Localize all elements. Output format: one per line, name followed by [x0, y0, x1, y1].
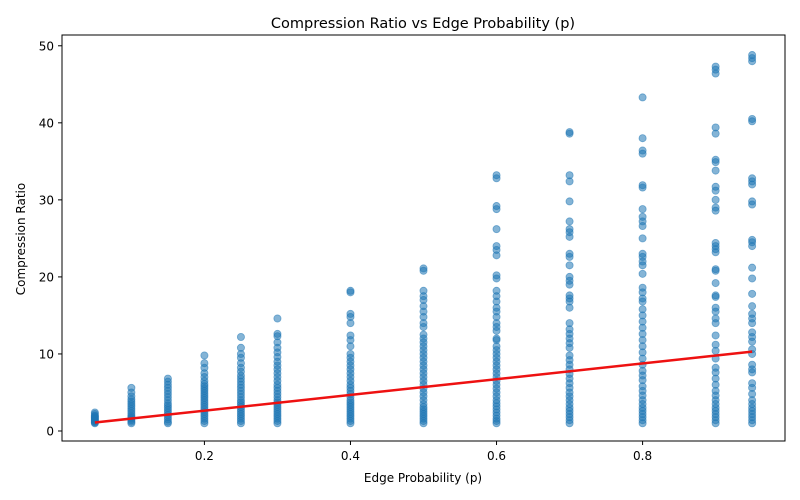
scatter-point [565, 197, 574, 206]
scatter-point [748, 302, 757, 311]
scatter-point [492, 202, 501, 211]
scatter-point [419, 330, 428, 339]
scatter-point [638, 283, 647, 292]
scatter-point [638, 181, 647, 190]
scatter-point [711, 203, 720, 212]
scatter-point [748, 328, 757, 337]
scatter-point [127, 383, 136, 392]
scatter-point [273, 329, 282, 338]
scatter-point [748, 360, 757, 369]
scatter-point [163, 374, 172, 383]
y-tick-label: 50 [39, 39, 54, 53]
scatter-point [748, 174, 757, 183]
scatter-point [90, 408, 99, 417]
scatter-point [346, 331, 355, 340]
trend-line [94, 350, 753, 424]
scatter-point [236, 343, 245, 352]
scatter-point [565, 319, 574, 328]
scatter-point [565, 128, 574, 137]
scatter-point [711, 340, 720, 349]
scatter-point [748, 197, 757, 206]
scatter-point [492, 334, 501, 343]
scatter-point [565, 291, 574, 300]
scatter-point [748, 309, 757, 318]
scatter-point [492, 286, 501, 295]
scatter-point [565, 249, 574, 258]
scatter-point [565, 225, 574, 234]
scatter-point [346, 309, 355, 318]
x-tick-label: 0.2 [195, 449, 214, 463]
x-axis-label: Edge Probability (p) [364, 471, 482, 485]
x-tick-label: 0.6 [487, 449, 506, 463]
scatter-point [419, 286, 428, 295]
scatter-point [711, 166, 720, 175]
scatter-point [492, 225, 501, 234]
scatter-point [748, 289, 757, 298]
scatter-point [711, 331, 720, 340]
trend-line-layer [94, 350, 753, 424]
scatter-point [711, 314, 720, 323]
scatter-point [565, 351, 574, 360]
scatter-point [711, 303, 720, 312]
y-tick-label: 40 [39, 116, 54, 130]
scatter-point [748, 379, 757, 388]
scatter-point [346, 349, 355, 358]
scatter-point [748, 274, 757, 283]
scatter-point [711, 182, 720, 191]
scatter-point [638, 249, 647, 258]
scatter-point [638, 134, 647, 143]
scatter-point [711, 123, 720, 132]
scatter-point [711, 195, 720, 204]
y-tick-label: 30 [39, 193, 54, 207]
scatter-point [638, 234, 647, 243]
y-tick-label: 20 [39, 270, 54, 284]
scatter-point [565, 272, 574, 281]
scatter-point [492, 171, 501, 180]
chart-title: Compression Ratio vs Edge Probability (p… [271, 16, 575, 32]
scatter-point [638, 146, 647, 155]
scatter-point [492, 271, 501, 280]
scatter-point [711, 62, 720, 71]
scatter-point [492, 242, 501, 251]
y-axis-ticks: 0 10 20 30 40 50 [39, 39, 62, 438]
points-layer [90, 51, 757, 428]
x-axis-ticks: 0.2 0.4 0.6 0.8 [195, 441, 652, 463]
plot-frame [61, 34, 786, 442]
scatter-point [638, 205, 647, 214]
scatter-point [200, 351, 209, 360]
scatter-point [419, 264, 428, 273]
scatter-point [711, 363, 720, 372]
x-tick-label: 0.8 [633, 449, 652, 463]
scatter-point [200, 359, 209, 368]
scatter-point [236, 332, 245, 341]
scatter-point [273, 314, 282, 323]
y-tick-label: 0 [46, 424, 54, 438]
scatter-point [565, 171, 574, 180]
x-tick-label: 0.4 [341, 449, 360, 463]
scatter-point [565, 261, 574, 270]
scatter-point [748, 263, 757, 272]
scatter-point [346, 286, 355, 295]
scatter-point [638, 305, 647, 314]
scatter-point [711, 239, 720, 248]
scatter-point [711, 279, 720, 288]
y-tick-label: 10 [39, 347, 54, 361]
scatter-point [711, 155, 720, 164]
scatter-point [711, 291, 720, 300]
scatter-point [638, 93, 647, 102]
scatter-point [711, 265, 720, 274]
scatter-point [748, 235, 757, 244]
scatter-point [748, 51, 757, 60]
scatter-point [748, 114, 757, 123]
scatter-point [638, 212, 647, 221]
scatter-point [565, 217, 574, 226]
scatter-point [638, 269, 647, 278]
y-axis-label: Compression Ratio [14, 183, 28, 296]
